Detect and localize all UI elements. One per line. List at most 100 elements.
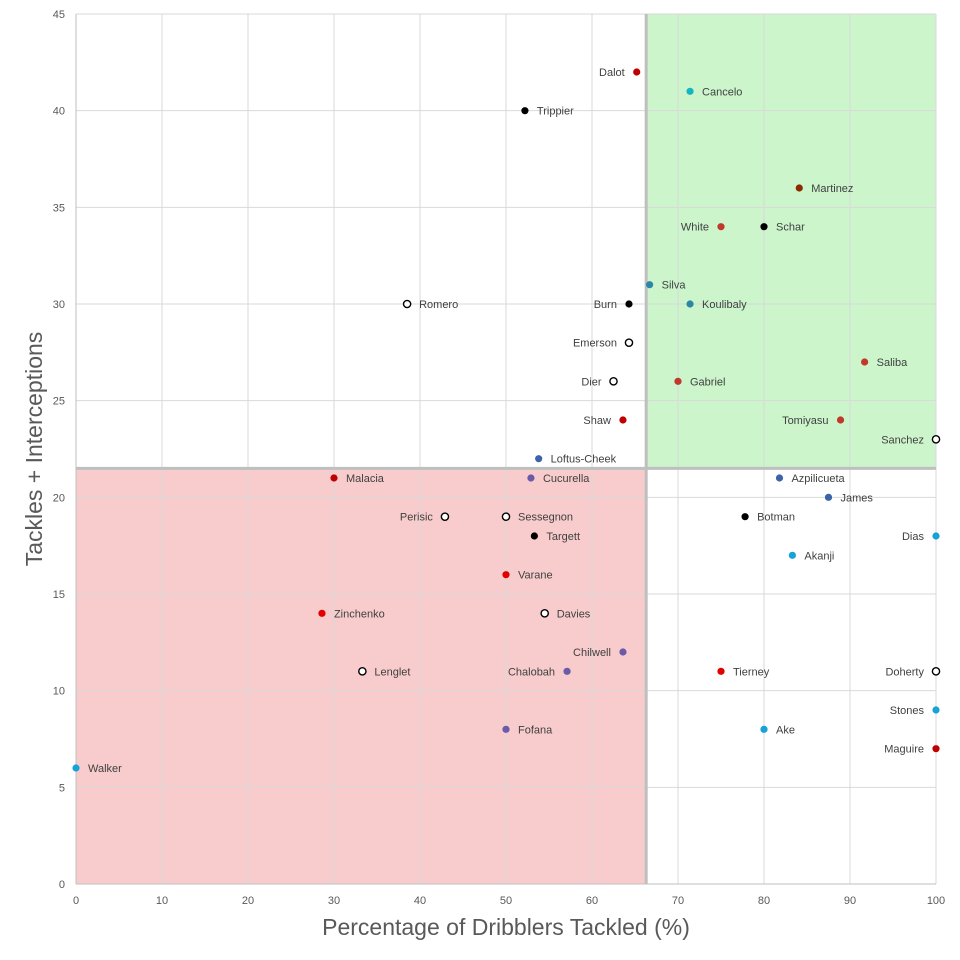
point-label: James <box>841 492 874 504</box>
point-marker <box>318 609 326 617</box>
data-point: Martinez <box>795 183 853 195</box>
highlight-regions <box>76 14 936 884</box>
point-label: Chalobah <box>508 666 555 678</box>
point-marker <box>836 416 845 424</box>
x-tick-label: 70 <box>672 895 684 907</box>
data-point: Saliba <box>861 357 908 369</box>
region-high-tackle-high-actions <box>646 14 936 469</box>
point-marker <box>625 300 633 308</box>
y-axis-title: Tackles + Interceptions <box>21 332 47 567</box>
y-axis-ticks: 0 5 10 15 20 25 30 35 40 45 <box>53 9 65 891</box>
data-point: Burn <box>594 299 633 311</box>
y-tick-label: 0 <box>59 879 65 891</box>
y-tick-label: 5 <box>59 782 65 794</box>
point-label: Walker <box>88 763 122 775</box>
point-label: Fofana <box>518 724 553 736</box>
data-point: Cucurella <box>527 473 590 485</box>
point-marker <box>932 706 940 714</box>
data-point: Varane <box>502 570 553 582</box>
data-point: Azpilicueta <box>775 473 846 485</box>
data-point: Doherty <box>885 666 941 678</box>
point-marker <box>674 377 682 385</box>
point-marker <box>540 609 550 618</box>
point-label: Tierney <box>733 666 770 678</box>
point-marker <box>686 300 694 308</box>
y-tick-label: 40 <box>53 106 65 118</box>
point-marker <box>530 532 538 540</box>
region-low-tackle-low-actions <box>76 468 647 884</box>
point-label: Dias <box>902 531 925 543</box>
point-marker <box>619 648 627 656</box>
point-label: Gabriel <box>690 376 725 388</box>
point-marker <box>760 223 768 231</box>
point-marker <box>932 532 940 540</box>
data-point: Dalot <box>599 67 641 79</box>
point-label: Shaw <box>583 415 611 427</box>
x-tick-label: 20 <box>242 895 254 907</box>
point-label: Perisic <box>400 512 434 524</box>
point-marker <box>402 299 412 309</box>
data-point: Botman <box>741 512 795 524</box>
data-point: Koulibaly <box>686 299 747 311</box>
point-label: Loftus-Cheek <box>551 454 617 466</box>
point-marker <box>502 571 510 579</box>
point-label: Saliba <box>877 357 908 369</box>
point-marker <box>646 281 654 289</box>
point-label: Dier <box>581 376 602 388</box>
x-tick-label: 50 <box>500 895 512 907</box>
data-point: Sessegnon <box>501 512 573 524</box>
point-marker <box>824 493 833 501</box>
point-label: Davies <box>557 608 591 620</box>
y-tick-label: 45 <box>53 9 65 21</box>
data-point: Cancelo <box>686 86 742 98</box>
point-marker <box>501 512 511 521</box>
point-marker <box>633 68 641 76</box>
point-marker <box>535 455 543 463</box>
data-point: Zinchenko <box>318 608 385 620</box>
data-point: Loftus-Cheek <box>535 454 617 466</box>
x-tick-label: 100 <box>927 895 945 907</box>
x-tick-label: 10 <box>156 895 168 907</box>
point-label: Stones <box>890 705 925 717</box>
y-tick-label: 30 <box>53 299 65 311</box>
point-marker <box>358 667 367 676</box>
point-marker <box>760 725 768 733</box>
point-marker <box>686 87 694 95</box>
x-axis-title: Percentage of Dribblers Tackled (%) <box>322 914 690 940</box>
x-tick-label: 90 <box>844 895 856 907</box>
point-label: Silva <box>662 280 687 292</box>
point-marker <box>521 107 529 115</box>
point-label: Varane <box>518 570 553 582</box>
data-point: Targett <box>530 531 580 543</box>
point-label: Azpilicueta <box>791 473 845 485</box>
point-label: Trippier <box>537 106 574 118</box>
data-points: Dalot Cancelo Trippier Martinez White Schar Si… <box>72 67 941 775</box>
point-label: Romero <box>419 299 458 311</box>
point-label: Koulibaly <box>702 299 747 311</box>
point-label: Schar <box>776 222 805 234</box>
point-label: Sessegnon <box>518 512 573 524</box>
data-point: Shaw <box>583 415 627 427</box>
point-label: Cancelo <box>702 86 742 98</box>
point-marker <box>609 377 618 386</box>
data-point: Chalobah <box>508 666 571 678</box>
point-marker <box>717 667 725 675</box>
point-label: Targett <box>546 531 580 543</box>
y-tick-label: 35 <box>53 202 65 214</box>
data-point: Fofana <box>502 724 553 736</box>
point-marker <box>932 745 940 753</box>
point-label: Cucurella <box>543 473 590 485</box>
point-label: White <box>681 222 709 234</box>
point-marker <box>717 223 725 231</box>
data-point: Chilwell <box>573 647 627 659</box>
point-label: Burn <box>594 299 617 311</box>
data-point: Sanchez <box>881 434 941 446</box>
data-point: James <box>824 492 874 504</box>
point-label: Ake <box>776 724 795 736</box>
data-point: Silva <box>646 280 686 292</box>
plot-frame <box>75 14 936 885</box>
y-tick-label: 10 <box>53 686 65 698</box>
point-label: Akanji <box>804 550 834 562</box>
point-marker <box>775 474 784 482</box>
